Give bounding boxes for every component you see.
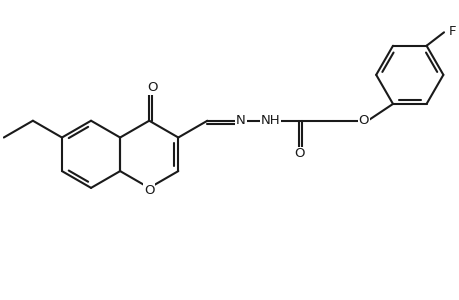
Text: O: O [358,114,369,127]
Text: N: N [235,114,246,127]
Text: O: O [293,147,304,160]
Text: F: F [448,25,455,38]
Text: O: O [144,184,154,197]
Text: NH: NH [260,114,280,127]
Text: O: O [147,81,157,94]
